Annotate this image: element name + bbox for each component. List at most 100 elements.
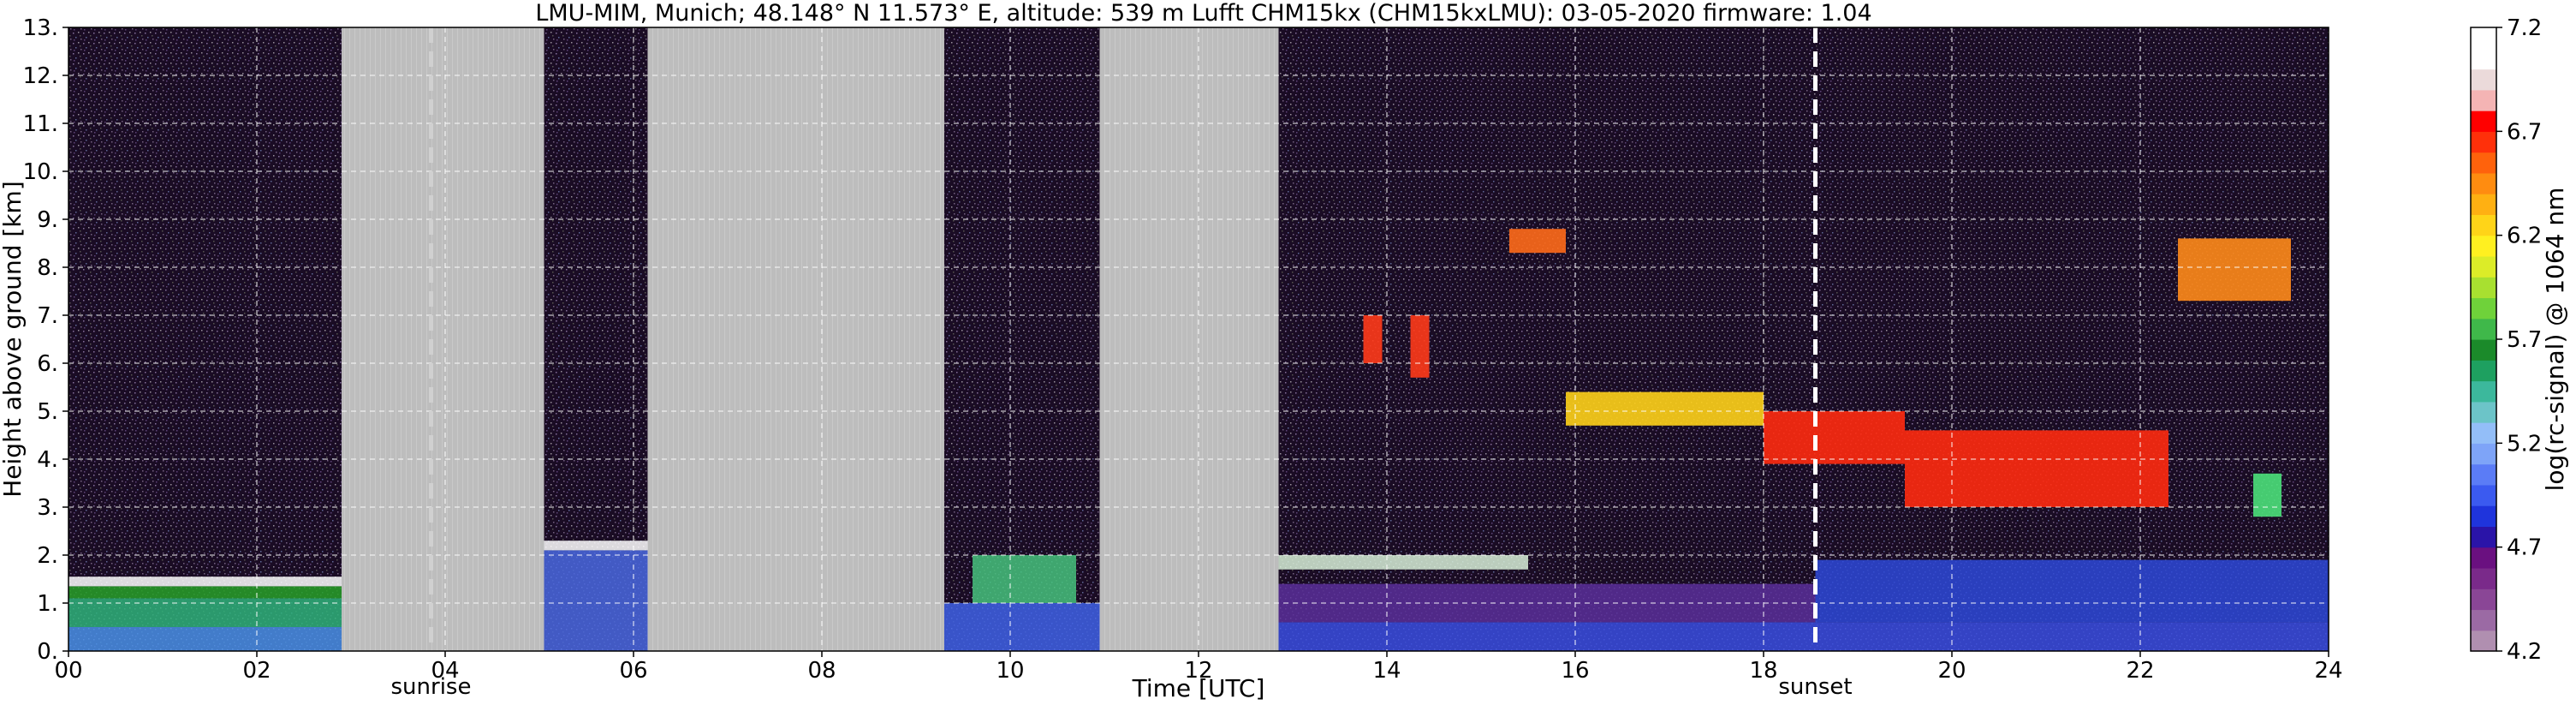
colorbar-label: log(rc-signal) @ 1064 nm [2541,188,2569,492]
aerosol-feature [1815,559,2329,623]
colorbar-segment [2471,360,2496,382]
y-tick-label: 11. [23,111,58,137]
cloud-feature [1905,430,2168,507]
colorbar-segment [2471,255,2496,278]
colorbar-segment [2471,111,2496,132]
chart-title: LMU-MIM, Munich; 48.148° N 11.573° E, al… [535,0,1871,27]
x-tick-label: 00 [54,658,82,684]
colorbar-tick-label: 4.7 [2507,535,2542,561]
colorbar-tick-label: 5.2 [2507,431,2542,457]
colorbar-segment [2471,214,2496,236]
cloud-feature [1410,315,1430,378]
y-tick-label: 4. [37,447,58,473]
x-tick-label: 16 [1561,658,1589,684]
event-lines: sunrise sunset [391,27,1853,700]
colorbar-segment [2471,69,2496,91]
colorbar-segment [2471,131,2496,153]
y-tick-label: 5. [37,399,58,425]
aerosol-feature [1278,622,2329,651]
colorbar-segment [2471,89,2496,111]
colorbar-segment [2471,235,2496,257]
colorbar-segment [2471,297,2496,320]
y-axis-label: Height above ground [km] [0,181,27,498]
colorbar-tick-label: 6.7 [2507,119,2542,145]
y-tick-label: 13. [23,15,58,41]
gridlines [68,27,2329,651]
colorbar-segment [2471,484,2496,506]
x-tick-label: 18 [1749,658,1777,684]
x-tick-label: 02 [242,658,271,684]
x-tick-label: 20 [1937,658,1966,684]
colorbar-segment [2471,547,2496,569]
colorbar-tick-label: 5.7 [2507,327,2542,353]
colorbar-segment [2471,380,2496,403]
y-tick-label: 1. [37,591,58,617]
y-tick-label: 7. [37,303,58,329]
signal-features [68,229,2329,651]
nodata-period [1099,27,1279,651]
x-tick-label: 06 [619,658,647,684]
colorbar-segment [2471,630,2496,652]
x-tick-label: 12 [1184,658,1212,684]
cloud-feature [2253,473,2282,517]
y-tick-label: 9. [37,207,58,233]
x-axis-label: Time [UTC] [1132,674,1265,702]
colorbar-segment [2471,172,2496,194]
x-tick-label: 14 [1372,658,1401,684]
cloud-feature [1363,315,1383,363]
colorbar-segment [2471,152,2496,174]
colorbar-segment [2471,27,2496,49]
layer-feature [1278,555,1528,570]
x-tick-label: 04 [431,658,459,684]
aerosol-feature [544,550,648,651]
layer-feature [544,541,648,551]
colorbar-segment [2471,567,2496,589]
sunset-label: sunset [1778,674,1852,700]
nodata-period [342,27,544,651]
y-tick-label: 2. [37,543,58,569]
colorbar-segment [2471,277,2496,299]
nodata-period [647,27,944,651]
layer-feature [68,577,342,587]
colorbar-segment [2471,48,2496,70]
colorbar-segment [2471,443,2496,465]
y-axis-ticks: 0. 1. 2. 3. 4. 5. 6. 7. 8. 9. 10. 11. 12. 13. [23,15,68,665]
y-tick-label: 12. [23,63,58,89]
nodata-periods [342,27,1279,651]
colorbar-segment [2471,463,2496,486]
colorbar-segment [2471,589,2496,611]
cloud-feature [1566,391,1764,426]
cloud-feature [2178,238,2291,302]
colorbar-segment [2471,401,2496,423]
y-tick-label: 10. [23,159,58,185]
colorbar-segment [2471,609,2496,631]
colorbar-segment [2471,339,2496,361]
y-tick-label: 3. [37,495,58,521]
colorbar-segment [2471,318,2496,340]
cloud-feature [1764,411,1905,464]
y-tick-label: 8. [37,255,58,281]
colorbar-tick-label: 6.2 [2507,224,2542,249]
cloud-feature [1509,229,1566,254]
y-tick-label: 0. [37,639,58,665]
colorbar-tick-label: 4.2 [2507,639,2542,665]
colorbar-segment [2471,194,2496,215]
aerosol-feature [944,603,1100,651]
colorbar-tick-label: 7.2 [2507,15,2542,41]
colorbar: 4.2 4.7 5.2 5.7 6.2 6.7 7.2 [2470,15,2542,665]
x-axis-ticks: 00 02 04 06 08 10 12 14 16 18 20 22 24 [54,651,2343,684]
x-tick-label: 24 [2314,658,2342,684]
x-tick-label: 08 [807,658,836,684]
aerosol-feature [973,555,1076,603]
aerosol-feature [68,627,342,651]
x-tick-label: 10 [996,658,1024,684]
colorbar-segment [2471,526,2496,548]
colorbar-segment [2471,505,2496,527]
aerosol-feature [68,586,342,599]
sunrise-label: sunrise [391,674,472,700]
y-tick-label: 6. [37,351,58,377]
colorbar-segment [2471,422,2496,444]
x-tick-label: 22 [2126,658,2154,684]
